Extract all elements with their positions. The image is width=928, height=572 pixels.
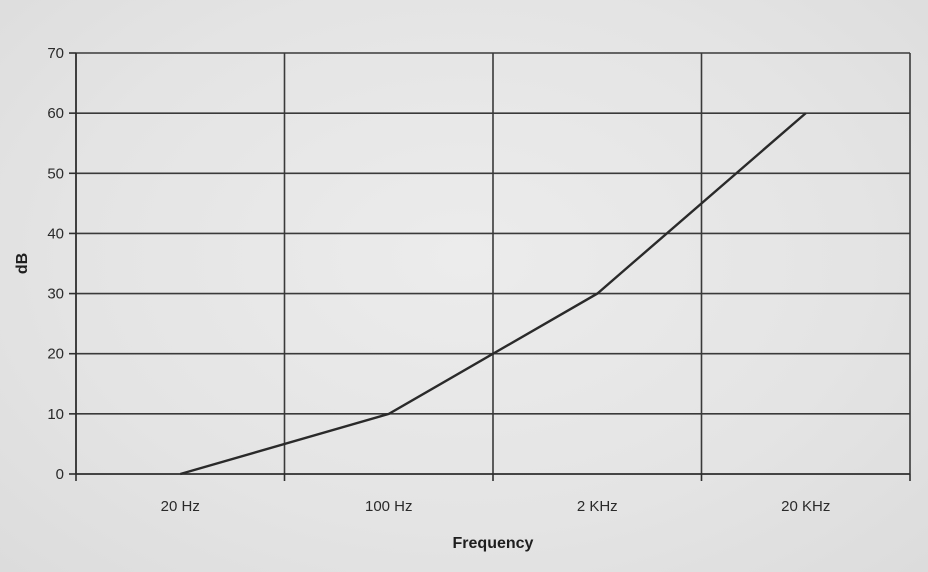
x-axis: 20 Hz 100 Hz 2 KHz 20 KHz — [75, 473, 911, 515]
y-tick-label: 20 — [47, 346, 64, 363]
y-tick-label: 50 — [47, 165, 64, 182]
y-axis: 0 10 20 30 40 50 60 70 — [47, 45, 77, 483]
x-tick-label: 100 Hz — [365, 498, 413, 515]
y-tick-label: 60 — [47, 105, 64, 122]
grid — [76, 52, 911, 474]
y-tick-label: 40 — [47, 225, 64, 242]
x-tick-label: 2 KHz — [577, 498, 618, 515]
x-tick-label: 20 KHz — [781, 498, 830, 515]
y-axis-title: dB — [14, 253, 31, 274]
y-tick-label: 0 — [56, 466, 64, 483]
x-axis-title: Frequency — [453, 535, 534, 552]
y-tick-label: 10 — [47, 406, 64, 423]
series-line — [179, 112, 807, 476]
series — [179, 112, 807, 476]
y-tick-label: 70 — [47, 45, 64, 62]
x-tick-label: 20 Hz — [161, 498, 200, 515]
y-tick-label: 30 — [47, 286, 64, 303]
